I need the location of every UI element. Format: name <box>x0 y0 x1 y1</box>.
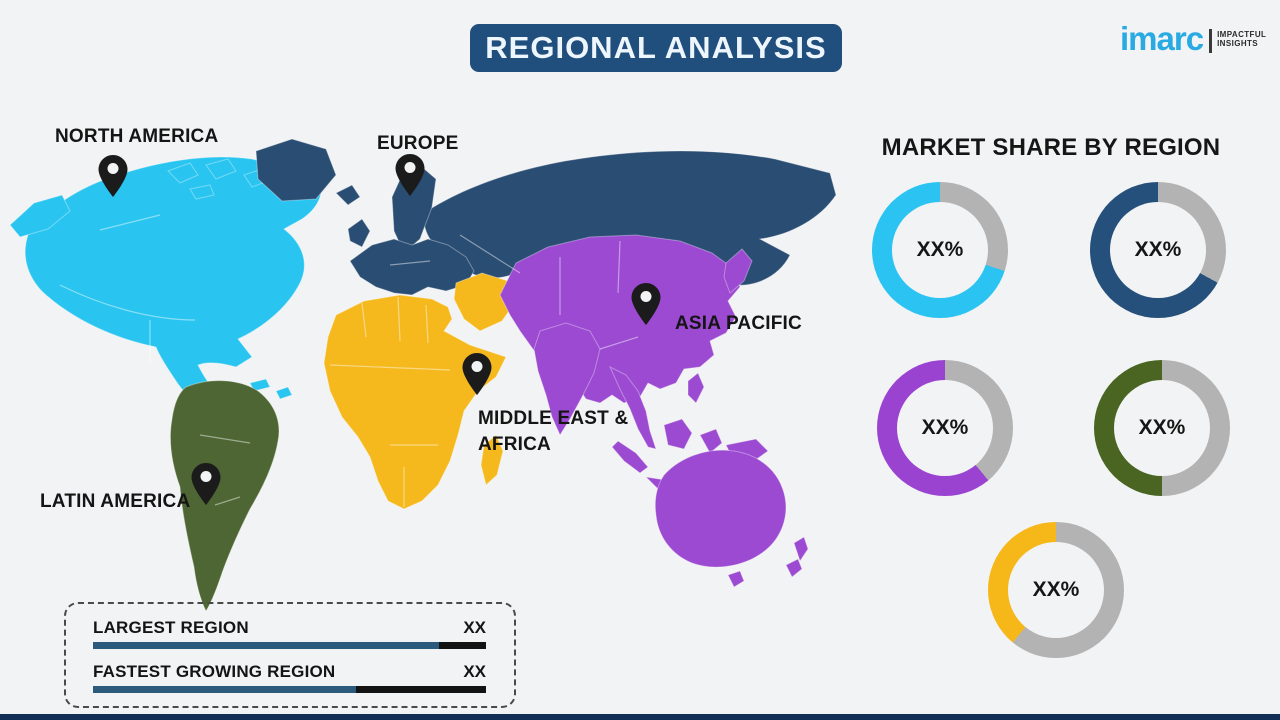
label-middle-east-africa: MIDDLE EAST & AFRICA <box>478 408 629 455</box>
logo-divider <box>1209 29 1213 53</box>
country-borders <box>59 214 639 507</box>
donut-value: XX% <box>1138 416 1186 439</box>
map-region-asia-pacific <box>499 234 809 588</box>
label-asia-pacific: ASIA PACIFIC <box>675 313 802 334</box>
legend-row-fastest-growing-region: FASTEST GROWING REGION XX <box>93 662 486 693</box>
pin-europe-icon <box>395 154 425 196</box>
legend-label: FASTEST GROWING REGION <box>93 662 336 681</box>
imarc-brand-text: imarc <box>1120 20 1204 57</box>
logo-tagline-line2: INSIGHTS <box>1217 39 1259 48</box>
donut-north-america: XX% <box>872 182 1008 318</box>
legend-bar-fill <box>93 642 439 649</box>
region-highlights-box: LARGEST REGION XX FASTEST GROWING REGION… <box>64 602 516 708</box>
donut-latin-america: XX% <box>1094 360 1230 496</box>
logo-tagline: IMPACTFUL INSIGHTS <box>1217 30 1266 48</box>
donut-europe: XX% <box>1090 182 1226 318</box>
map-region-middle-east-africa <box>323 272 517 510</box>
logo-tagline-line1: IMPACTFUL <box>1217 30 1267 39</box>
donut-asia-pacific: XX% <box>877 360 1013 496</box>
donut-value: XX% <box>1032 578 1080 601</box>
pin-middle-east-africa-icon <box>462 353 492 395</box>
legend-bar-fill <box>93 686 357 693</box>
page-title: REGIONAL ANALYSIS <box>485 30 827 65</box>
legend-value: XX <box>463 662 486 681</box>
bottom-accent-strip <box>0 714 1280 720</box>
donut-value: XX% <box>921 416 969 439</box>
market-share-heading: MARKET SHARE BY REGION <box>881 134 1221 161</box>
donut-value: XX% <box>916 238 964 261</box>
donut-value: XX% <box>1134 238 1182 261</box>
label-north-america: NORTH AMERICA <box>55 126 219 147</box>
label-latin-america: LATIN AMERICA <box>40 491 191 512</box>
legend-row-largest-region: LARGEST REGION XX <box>93 618 486 649</box>
legend-bar <box>93 686 486 693</box>
map-region-north-america <box>9 156 322 428</box>
legend-value: XX <box>463 618 486 637</box>
legend-bar <box>93 642 486 649</box>
map-region-latin-america <box>169 380 280 612</box>
legend-label: LARGEST REGION <box>93 618 249 637</box>
donut-middle-east-africa: XX% <box>988 522 1124 658</box>
pin-asia-pacific-icon <box>631 283 661 325</box>
world-map <box>9 138 837 612</box>
label-europe: EUROPE <box>377 133 459 154</box>
pin-north-america-icon <box>98 155 128 197</box>
title-banner: REGIONAL ANALYSIS <box>470 24 842 72</box>
pin-latin-america-icon <box>191 463 221 505</box>
imarc-logo: imarc IMPACTFUL INSIGHTS <box>1120 22 1266 56</box>
